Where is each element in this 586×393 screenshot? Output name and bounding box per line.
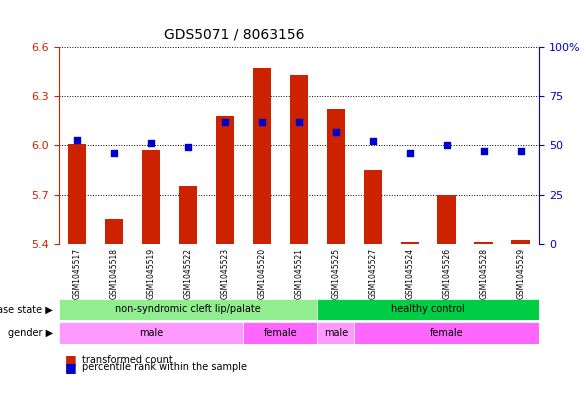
Bar	[326, 109, 345, 244]
Bar	[475, 242, 493, 244]
Text: non-syndromic cleft lip/palate: non-syndromic cleft lip/palate	[115, 305, 261, 314]
Bar	[68, 144, 86, 244]
FancyBboxPatch shape	[318, 299, 539, 320]
Text: healthy control: healthy control	[391, 305, 465, 314]
Bar	[105, 219, 123, 244]
Bar	[363, 170, 382, 244]
Text: gender ▶: gender ▶	[8, 328, 53, 338]
Bar	[253, 68, 271, 244]
FancyBboxPatch shape	[59, 299, 318, 320]
Text: GSM1045522: GSM1045522	[183, 248, 192, 299]
Text: female: female	[430, 328, 464, 338]
Text: female: female	[264, 328, 297, 338]
Bar	[438, 195, 456, 244]
Text: GDS5071 / 8063156: GDS5071 / 8063156	[164, 28, 305, 42]
Point	[183, 144, 193, 151]
Point	[146, 140, 156, 147]
Point	[331, 129, 340, 135]
Text: ■: ■	[64, 353, 76, 366]
Text: percentile rank within the sample: percentile rank within the sample	[82, 362, 247, 373]
Point	[110, 150, 119, 156]
Bar	[142, 150, 160, 244]
Text: GSM1045518: GSM1045518	[110, 248, 118, 299]
Point	[294, 119, 304, 125]
Point	[257, 119, 267, 125]
Text: disease state ▶: disease state ▶	[0, 305, 53, 314]
FancyBboxPatch shape	[243, 322, 318, 344]
Bar	[512, 241, 530, 244]
Text: male: male	[139, 328, 163, 338]
FancyBboxPatch shape	[318, 322, 355, 344]
Bar	[400, 242, 419, 244]
Bar	[179, 186, 197, 244]
Point	[442, 142, 451, 149]
Text: GSM1045517: GSM1045517	[73, 248, 81, 299]
FancyBboxPatch shape	[59, 322, 243, 344]
Point	[73, 136, 82, 143]
Text: male: male	[323, 328, 348, 338]
Text: GSM1045529: GSM1045529	[516, 248, 525, 299]
Text: transformed count: transformed count	[82, 354, 173, 365]
Point	[368, 138, 377, 145]
Text: GSM1045521: GSM1045521	[294, 248, 304, 299]
Text: GSM1045520: GSM1045520	[257, 248, 267, 299]
Text: ■: ■	[64, 361, 76, 374]
Text: GSM1045527: GSM1045527	[368, 248, 377, 299]
Text: GSM1045526: GSM1045526	[442, 248, 451, 299]
Bar	[289, 75, 308, 244]
Bar	[216, 116, 234, 244]
Point	[220, 119, 230, 125]
Text: GSM1045528: GSM1045528	[479, 248, 488, 299]
Text: GSM1045524: GSM1045524	[406, 248, 414, 299]
Text: GSM1045519: GSM1045519	[146, 248, 155, 299]
Text: GSM1045525: GSM1045525	[331, 248, 340, 299]
Text: GSM1045523: GSM1045523	[220, 248, 230, 299]
Point	[516, 148, 525, 154]
FancyBboxPatch shape	[355, 322, 539, 344]
Point	[479, 148, 488, 154]
Point	[405, 150, 414, 156]
